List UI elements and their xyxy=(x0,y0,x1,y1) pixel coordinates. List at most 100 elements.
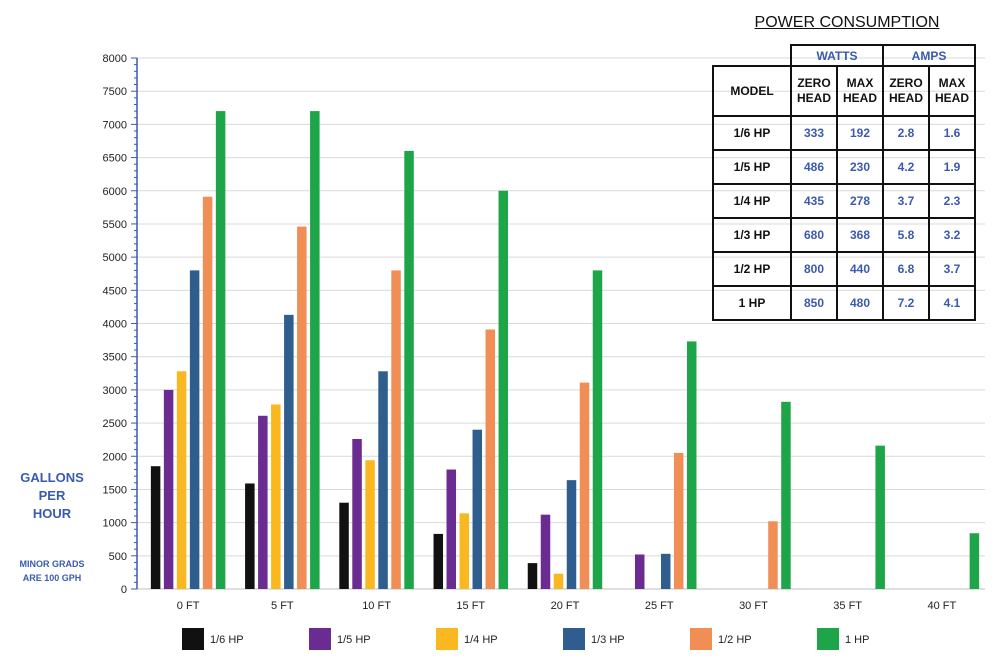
watts-zero-cell: 680 xyxy=(790,217,838,253)
amps-max-cell: 1.9 xyxy=(928,149,976,185)
bar xyxy=(592,270,603,589)
amps-zero-cell: 4.2 xyxy=(882,149,930,185)
y-tick-label: 4500 xyxy=(103,285,127,297)
y-tick-label: 8000 xyxy=(103,53,127,65)
y-tick-label: 0 xyxy=(121,584,127,596)
x-tick-label: 35 FT xyxy=(833,600,862,612)
bar xyxy=(271,404,281,589)
x-tick-label: 40 FT xyxy=(928,600,957,612)
amps-max-cell: 1.6 xyxy=(928,115,976,151)
minor-grads-note: MINOR GRADS xyxy=(20,559,85,569)
model-cell: 1/4 HP xyxy=(712,183,792,219)
watts-zero-cell: 800 xyxy=(790,251,838,287)
table-row: 1/4 HP 435 278 3.7 2.3 xyxy=(712,183,976,219)
bar xyxy=(378,371,388,589)
amps-group-header: AMPS xyxy=(882,44,976,67)
bar xyxy=(446,469,457,589)
bar xyxy=(579,382,590,589)
legend-swatch xyxy=(690,628,712,650)
bar xyxy=(768,521,778,589)
bar xyxy=(215,111,226,589)
bar xyxy=(540,514,551,589)
y-tick-label: 6500 xyxy=(103,153,127,165)
bar xyxy=(527,563,538,589)
legend-swatch xyxy=(563,628,585,650)
legend: 1/6 HP 1/5 HP 1/4 HP 1/3 HP 1/2 HP 1 HP xyxy=(182,628,869,650)
legend-label: 1/6 HP xyxy=(210,634,244,646)
y-tick-label: 2000 xyxy=(103,451,127,463)
legend-swatch xyxy=(182,628,204,650)
bar xyxy=(404,150,414,590)
bar xyxy=(391,270,401,589)
legend-label: 1 HP xyxy=(845,634,869,646)
bar xyxy=(781,401,791,589)
table-row: 1/2 HP 800 440 6.8 3.7 xyxy=(712,251,976,287)
legend-label: 1/4 HP xyxy=(464,634,498,646)
minor-grads-note: ARE 100 GPH xyxy=(23,573,82,583)
legend-label: 1/5 HP xyxy=(337,634,371,646)
amps-zero-head-header: ZERO HEAD xyxy=(882,65,930,117)
legend-label: 1/3 HP xyxy=(591,634,625,646)
bar xyxy=(498,190,509,589)
bar xyxy=(660,553,671,589)
bar xyxy=(485,329,496,589)
watts-max-cell: 368 xyxy=(836,217,884,253)
model-cell: 1/5 HP xyxy=(712,149,792,185)
y-axis-title: GALLONS PER HOUR MINOR GRADS ARE 100 GPH xyxy=(20,470,85,583)
bar xyxy=(258,415,268,589)
x-tick-label: 0 FT xyxy=(177,600,200,612)
y-tick-label: 6000 xyxy=(103,186,127,198)
watts-zero-cell: 333 xyxy=(790,115,838,151)
watts-group-header: WATTS xyxy=(790,44,884,67)
watts-zero-cell: 486 xyxy=(790,149,838,185)
x-tick-label: 20 FT xyxy=(551,600,580,612)
y-tick-label: 3000 xyxy=(103,385,127,397)
watts-zero-head-header: ZERO HEAD xyxy=(790,65,838,117)
bar xyxy=(673,452,684,589)
bar xyxy=(163,389,174,589)
y-tick-label: 7000 xyxy=(103,119,127,131)
y-tick-label: 500 xyxy=(109,551,127,563)
bar xyxy=(150,466,161,589)
watts-max-cell: 192 xyxy=(836,115,884,151)
model-cell: 1/6 HP xyxy=(712,115,792,151)
watts-max-cell: 230 xyxy=(836,149,884,185)
watts-zero-cell: 435 xyxy=(790,183,838,219)
x-tick-label: 30 FT xyxy=(739,600,768,612)
bar xyxy=(245,483,255,589)
bar xyxy=(553,573,564,589)
model-cell: 1/3 HP xyxy=(712,217,792,253)
amps-max-head-header: MAX HEAD xyxy=(928,65,976,117)
x-axis-labels: 0 FT 5 FT 10 FT 15 FT 20 FT 25 FT 30 FT 35 FT 40… xyxy=(177,600,957,612)
power-consumption-panel: POWER CONSUMPTION WATTS AMPS MODEL ZERO H… xyxy=(712,12,982,321)
watts-max-cell: 440 xyxy=(836,251,884,287)
bar xyxy=(433,533,444,589)
bar xyxy=(202,196,213,589)
bar xyxy=(459,513,470,589)
bar xyxy=(284,314,294,589)
bar xyxy=(875,445,885,589)
blank-corner xyxy=(713,45,791,66)
table-row: 1/3 HP 680 368 5.8 3.2 xyxy=(712,217,976,253)
model-header: MODEL xyxy=(712,65,792,117)
bar xyxy=(297,226,307,589)
y-tick-label: 1500 xyxy=(103,484,127,496)
bar xyxy=(339,502,349,589)
bar xyxy=(566,480,577,589)
amps-zero-cell: 5.8 xyxy=(882,217,930,253)
model-cell: 1 HP xyxy=(712,285,792,321)
y-tick-label: 1000 xyxy=(103,518,127,530)
amps-max-cell: 2.3 xyxy=(928,183,976,219)
amps-zero-cell: 6.8 xyxy=(882,251,930,287)
y-tick-label: 5500 xyxy=(103,219,127,231)
power-consumption-table: WATTS AMPS MODEL ZERO HEAD MAX HEAD ZERO HE… xyxy=(712,44,976,321)
power-consumption-title: POWER CONSUMPTION xyxy=(754,14,940,31)
bar xyxy=(310,111,320,589)
amps-max-cell: 4.1 xyxy=(928,285,976,321)
bars xyxy=(150,111,980,590)
watts-max-cell: 480 xyxy=(836,285,884,321)
table-row: 1/6 HP 333 192 2.8 1.6 xyxy=(712,115,976,151)
bar xyxy=(634,554,645,589)
y-tick-label: 4000 xyxy=(103,319,127,331)
bar xyxy=(176,371,187,589)
